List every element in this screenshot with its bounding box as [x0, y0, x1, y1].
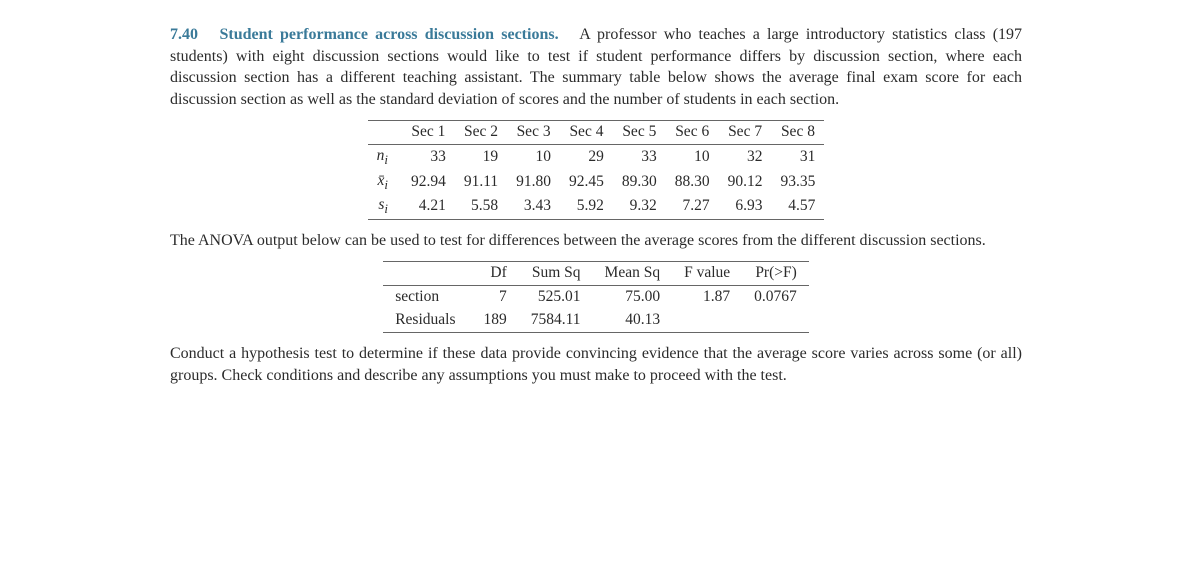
summary-col-h: Sec 7	[719, 121, 772, 145]
summary-cell: 31	[772, 145, 825, 170]
summary-cell: 92.45	[560, 170, 613, 195]
problem-intro: 7.40 Student performance across discussi…	[170, 24, 1022, 110]
summary-cell: 5.92	[560, 194, 613, 219]
summary-cell: 89.30	[613, 170, 666, 195]
summary-cell: 32	[719, 145, 772, 170]
summary-row-n: ni 33 19 10 29 33 10 32 31	[368, 145, 825, 170]
summary-cell: 3.43	[507, 194, 560, 219]
label-n-i: ni	[377, 147, 388, 164]
label-xbar-i: x̄i	[377, 172, 387, 189]
summary-cell: 91.11	[455, 170, 507, 195]
summary-cell: 33	[402, 145, 455, 170]
summary-cell: 10	[666, 145, 719, 170]
summary-cell: 92.94	[402, 170, 455, 195]
summary-header-empty	[368, 121, 402, 145]
anova-row-label: section	[383, 286, 471, 309]
summary-cell: 19	[455, 145, 507, 170]
summary-col-h: Sec 1	[402, 121, 455, 145]
anova-row-residuals: Residuals 189 7584.11 40.13	[383, 309, 809, 332]
anova-header-row: Df Sum Sq Mean Sq F value Pr(>F)	[383, 262, 809, 286]
anova-cell: 7	[471, 286, 518, 309]
problem-number: 7.40	[170, 26, 198, 43]
summary-cell: 91.80	[507, 170, 560, 195]
summary-header-row: Sec 1 Sec 2 Sec 3 Sec 4 Sec 5 Sec 6 Sec …	[368, 121, 825, 145]
summary-row-label: ni	[368, 145, 402, 170]
anova-cell: 1.87	[672, 286, 742, 309]
summary-cell: 4.21	[402, 194, 455, 219]
summary-row-xbar: x̄i 92.94 91.11 91.80 92.45 89.30 88.30 …	[368, 170, 825, 195]
anova-cell: 7584.11	[519, 309, 593, 332]
anova-cell: 189	[471, 309, 518, 332]
anova-col-h: Df	[471, 262, 518, 286]
closing-text: Conduct a hypothesis test to determine i…	[170, 343, 1022, 386]
anova-row-label: Residuals	[383, 309, 471, 332]
anova-table: Df Sum Sq Mean Sq F value Pr(>F) section…	[383, 261, 809, 333]
anova-header-empty	[383, 262, 471, 286]
anova-col-h: Sum Sq	[519, 262, 593, 286]
summary-col-h: Sec 5	[613, 121, 666, 145]
problem-title: Student performance across discussion se…	[220, 26, 559, 43]
anova-col-h: F value	[672, 262, 742, 286]
summary-col-h: Sec 3	[507, 121, 560, 145]
anova-cell: 75.00	[593, 286, 673, 309]
anova-cell	[672, 309, 742, 332]
summary-col-h: Sec 2	[455, 121, 507, 145]
summary-col-h: Sec 4	[560, 121, 613, 145]
anova-row-section: section 7 525.01 75.00 1.87 0.0767	[383, 286, 809, 309]
anova-col-h: Pr(>F)	[742, 262, 809, 286]
summary-cell: 9.32	[613, 194, 666, 219]
summary-col-h: Sec 8	[772, 121, 825, 145]
summary-row-label: x̄i	[368, 170, 402, 195]
summary-row-label: si	[368, 194, 402, 219]
summary-cell: 93.35	[772, 170, 825, 195]
page: 7.40 Student performance across discussi…	[0, 0, 1192, 426]
anova-cell	[742, 309, 809, 332]
summary-col-h: Sec 6	[666, 121, 719, 145]
anova-cell: 525.01	[519, 286, 593, 309]
summary-cell: 88.30	[666, 170, 719, 195]
summary-cell: 90.12	[719, 170, 772, 195]
summary-cell: 7.27	[666, 194, 719, 219]
anova-cell: 40.13	[593, 309, 673, 332]
mid-text: The ANOVA output below can be used to te…	[170, 230, 1022, 252]
label-s-i: si	[378, 196, 388, 213]
summary-table: Sec 1 Sec 2 Sec 3 Sec 4 Sec 5 Sec 6 Sec …	[368, 120, 825, 220]
summary-cell: 29	[560, 145, 613, 170]
summary-cell: 10	[507, 145, 560, 170]
anova-col-h: Mean Sq	[593, 262, 673, 286]
summary-row-s: si 4.21 5.58 3.43 5.92 9.32 7.27 6.93 4.…	[368, 194, 825, 219]
summary-cell: 4.57	[772, 194, 825, 219]
summary-cell: 5.58	[455, 194, 507, 219]
summary-cell: 6.93	[719, 194, 772, 219]
summary-cell: 33	[613, 145, 666, 170]
anova-cell: 0.0767	[742, 286, 809, 309]
